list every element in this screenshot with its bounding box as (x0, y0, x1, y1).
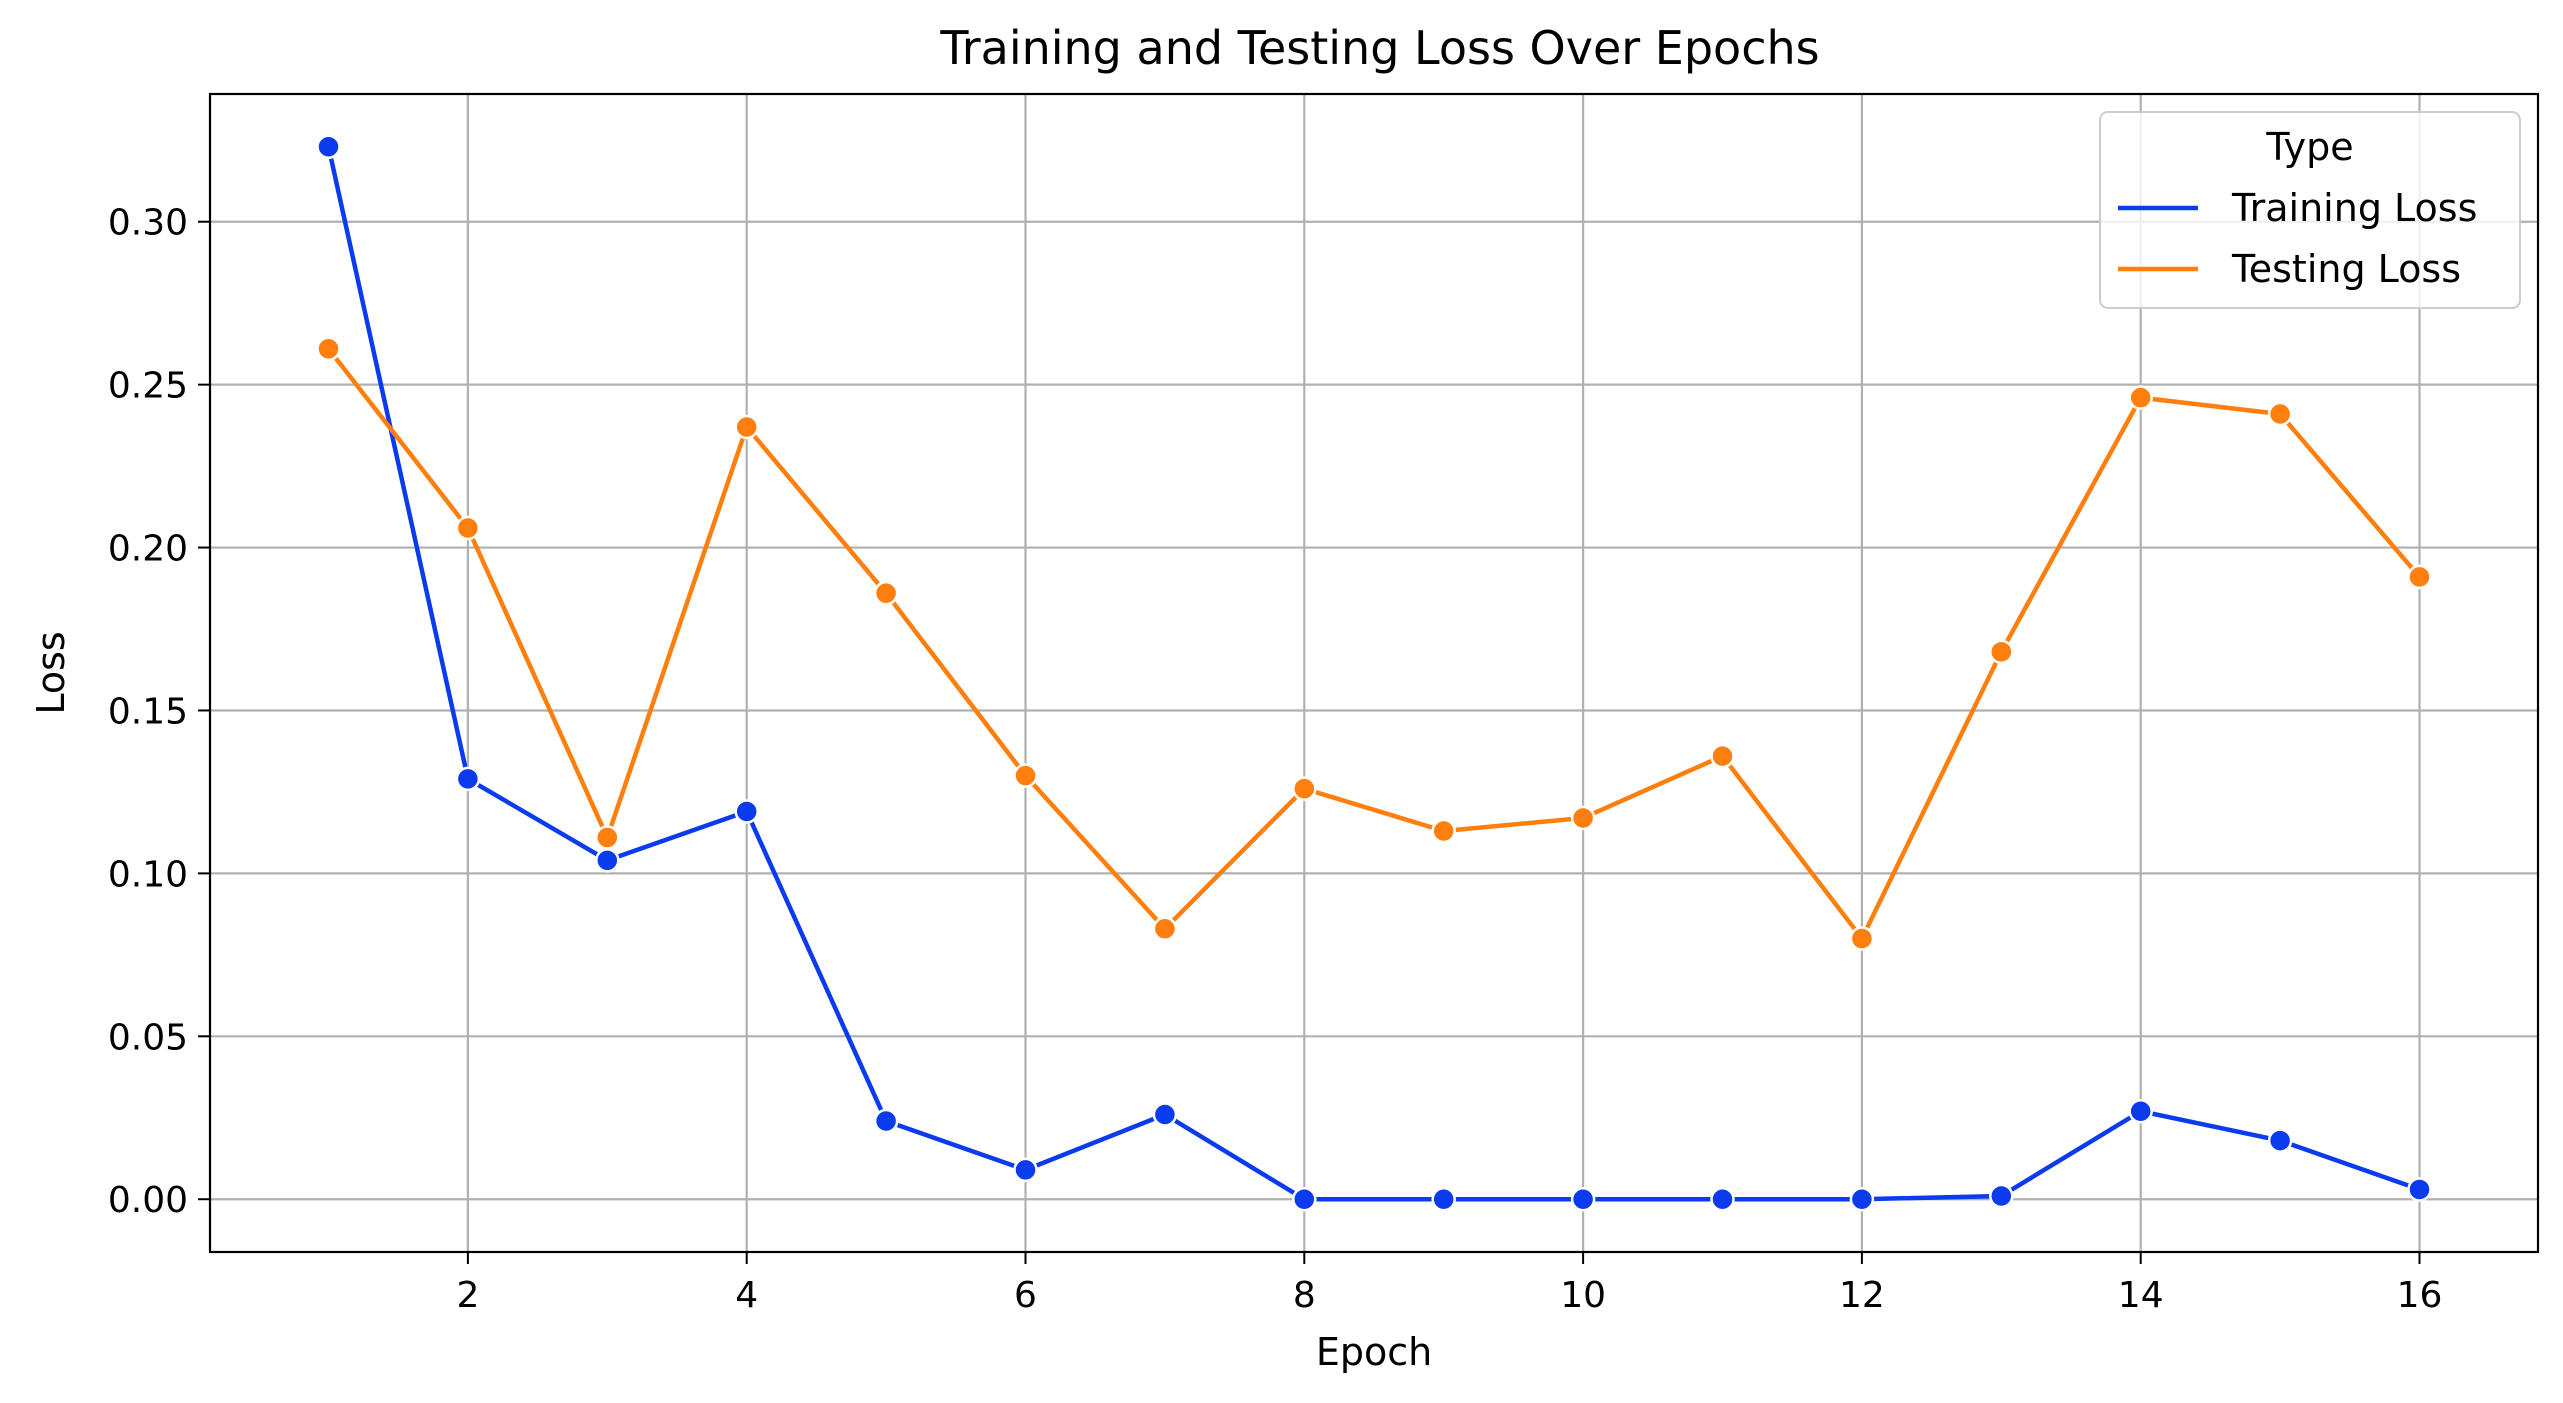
legend-box (2099, 111, 2521, 309)
data-point-training (1570, 1186, 1596, 1212)
legend-title: Type (2265, 125, 2353, 169)
data-point-training (873, 1108, 899, 1134)
data-point-testing (734, 414, 759, 440)
legend-label-training: Training Loss (2231, 186, 2477, 230)
data-point-training (2407, 1177, 2432, 1202)
x-tick-label: 2 (456, 1275, 479, 1316)
data-point-training (1989, 1183, 2014, 1209)
y-tick-label: 0.15 (108, 691, 188, 732)
x-tick-label: 14 (2118, 1275, 2164, 1316)
data-point-testing (2267, 401, 2293, 427)
y-axis-label: Loss (29, 631, 73, 714)
x-tick-label: 16 (2397, 1275, 2443, 1316)
data-point-testing (1710, 743, 1735, 769)
data-point-testing (2407, 564, 2432, 590)
data-point-training (455, 766, 481, 792)
data-point-testing (873, 580, 899, 606)
data-point-testing (1013, 763, 1038, 788)
y-tick-label: 0.10 (108, 854, 188, 895)
plot-frame (208, 92, 2540, 1254)
data-point-training (1849, 1186, 1875, 1212)
data-point-testing (1989, 639, 2014, 665)
data-point-testing (1152, 916, 1178, 942)
data-point-testing (595, 825, 620, 850)
data-point-training (1292, 1186, 1317, 1212)
y-tick-label: 0.00 (108, 1180, 188, 1221)
data-point-testing (1431, 818, 1456, 844)
data-point-training (1152, 1102, 1178, 1127)
data-point-testing (316, 336, 341, 362)
data-point-training (1710, 1186, 1735, 1212)
x-tick-label: 8 (1293, 1275, 1316, 1316)
y-tick-label: 0.05 (108, 1017, 188, 1058)
series-line-training (326, 144, 2422, 1202)
data-point-training (1013, 1157, 1038, 1183)
data-point-training (316, 134, 341, 160)
x-tick-label: 10 (1560, 1275, 1606, 1316)
legend-label-testing: Testing Loss (2231, 247, 2461, 291)
axis-ticks: 2 4 6 8 10 12 14 16 0.00 0.05 0.10 0.15 0.20 0.25 0.30 (108, 203, 2443, 1316)
data-point-training (1431, 1186, 1456, 1212)
series-line-testing (326, 346, 2422, 941)
x-tick-label: 12 (1839, 1275, 1885, 1316)
x-axis-label: Epoch (1316, 1330, 1432, 1374)
data-point-testing (1292, 776, 1317, 801)
data-point-training (2267, 1128, 2293, 1153)
legend: Type Training Loss Testing Loss (2099, 111, 2521, 309)
data-point-training (595, 848, 620, 873)
data-point-training (2128, 1098, 2153, 1124)
series-layer (316, 134, 2432, 1212)
chart-title: Training and Testing Loss Over Epochs (939, 21, 1819, 75)
data-point-training (734, 799, 759, 824)
x-tick-label: 6 (1014, 1275, 1037, 1316)
data-point-testing (1570, 805, 1596, 831)
x-tick-label: 4 (735, 1275, 758, 1316)
y-tick-label: 0.30 (108, 203, 188, 244)
y-tick-label: 0.25 (108, 366, 188, 407)
data-point-testing (1849, 926, 1875, 951)
y-tick-label: 0.20 (108, 529, 188, 570)
data-point-testing (2128, 385, 2153, 410)
data-point-testing (455, 515, 481, 541)
